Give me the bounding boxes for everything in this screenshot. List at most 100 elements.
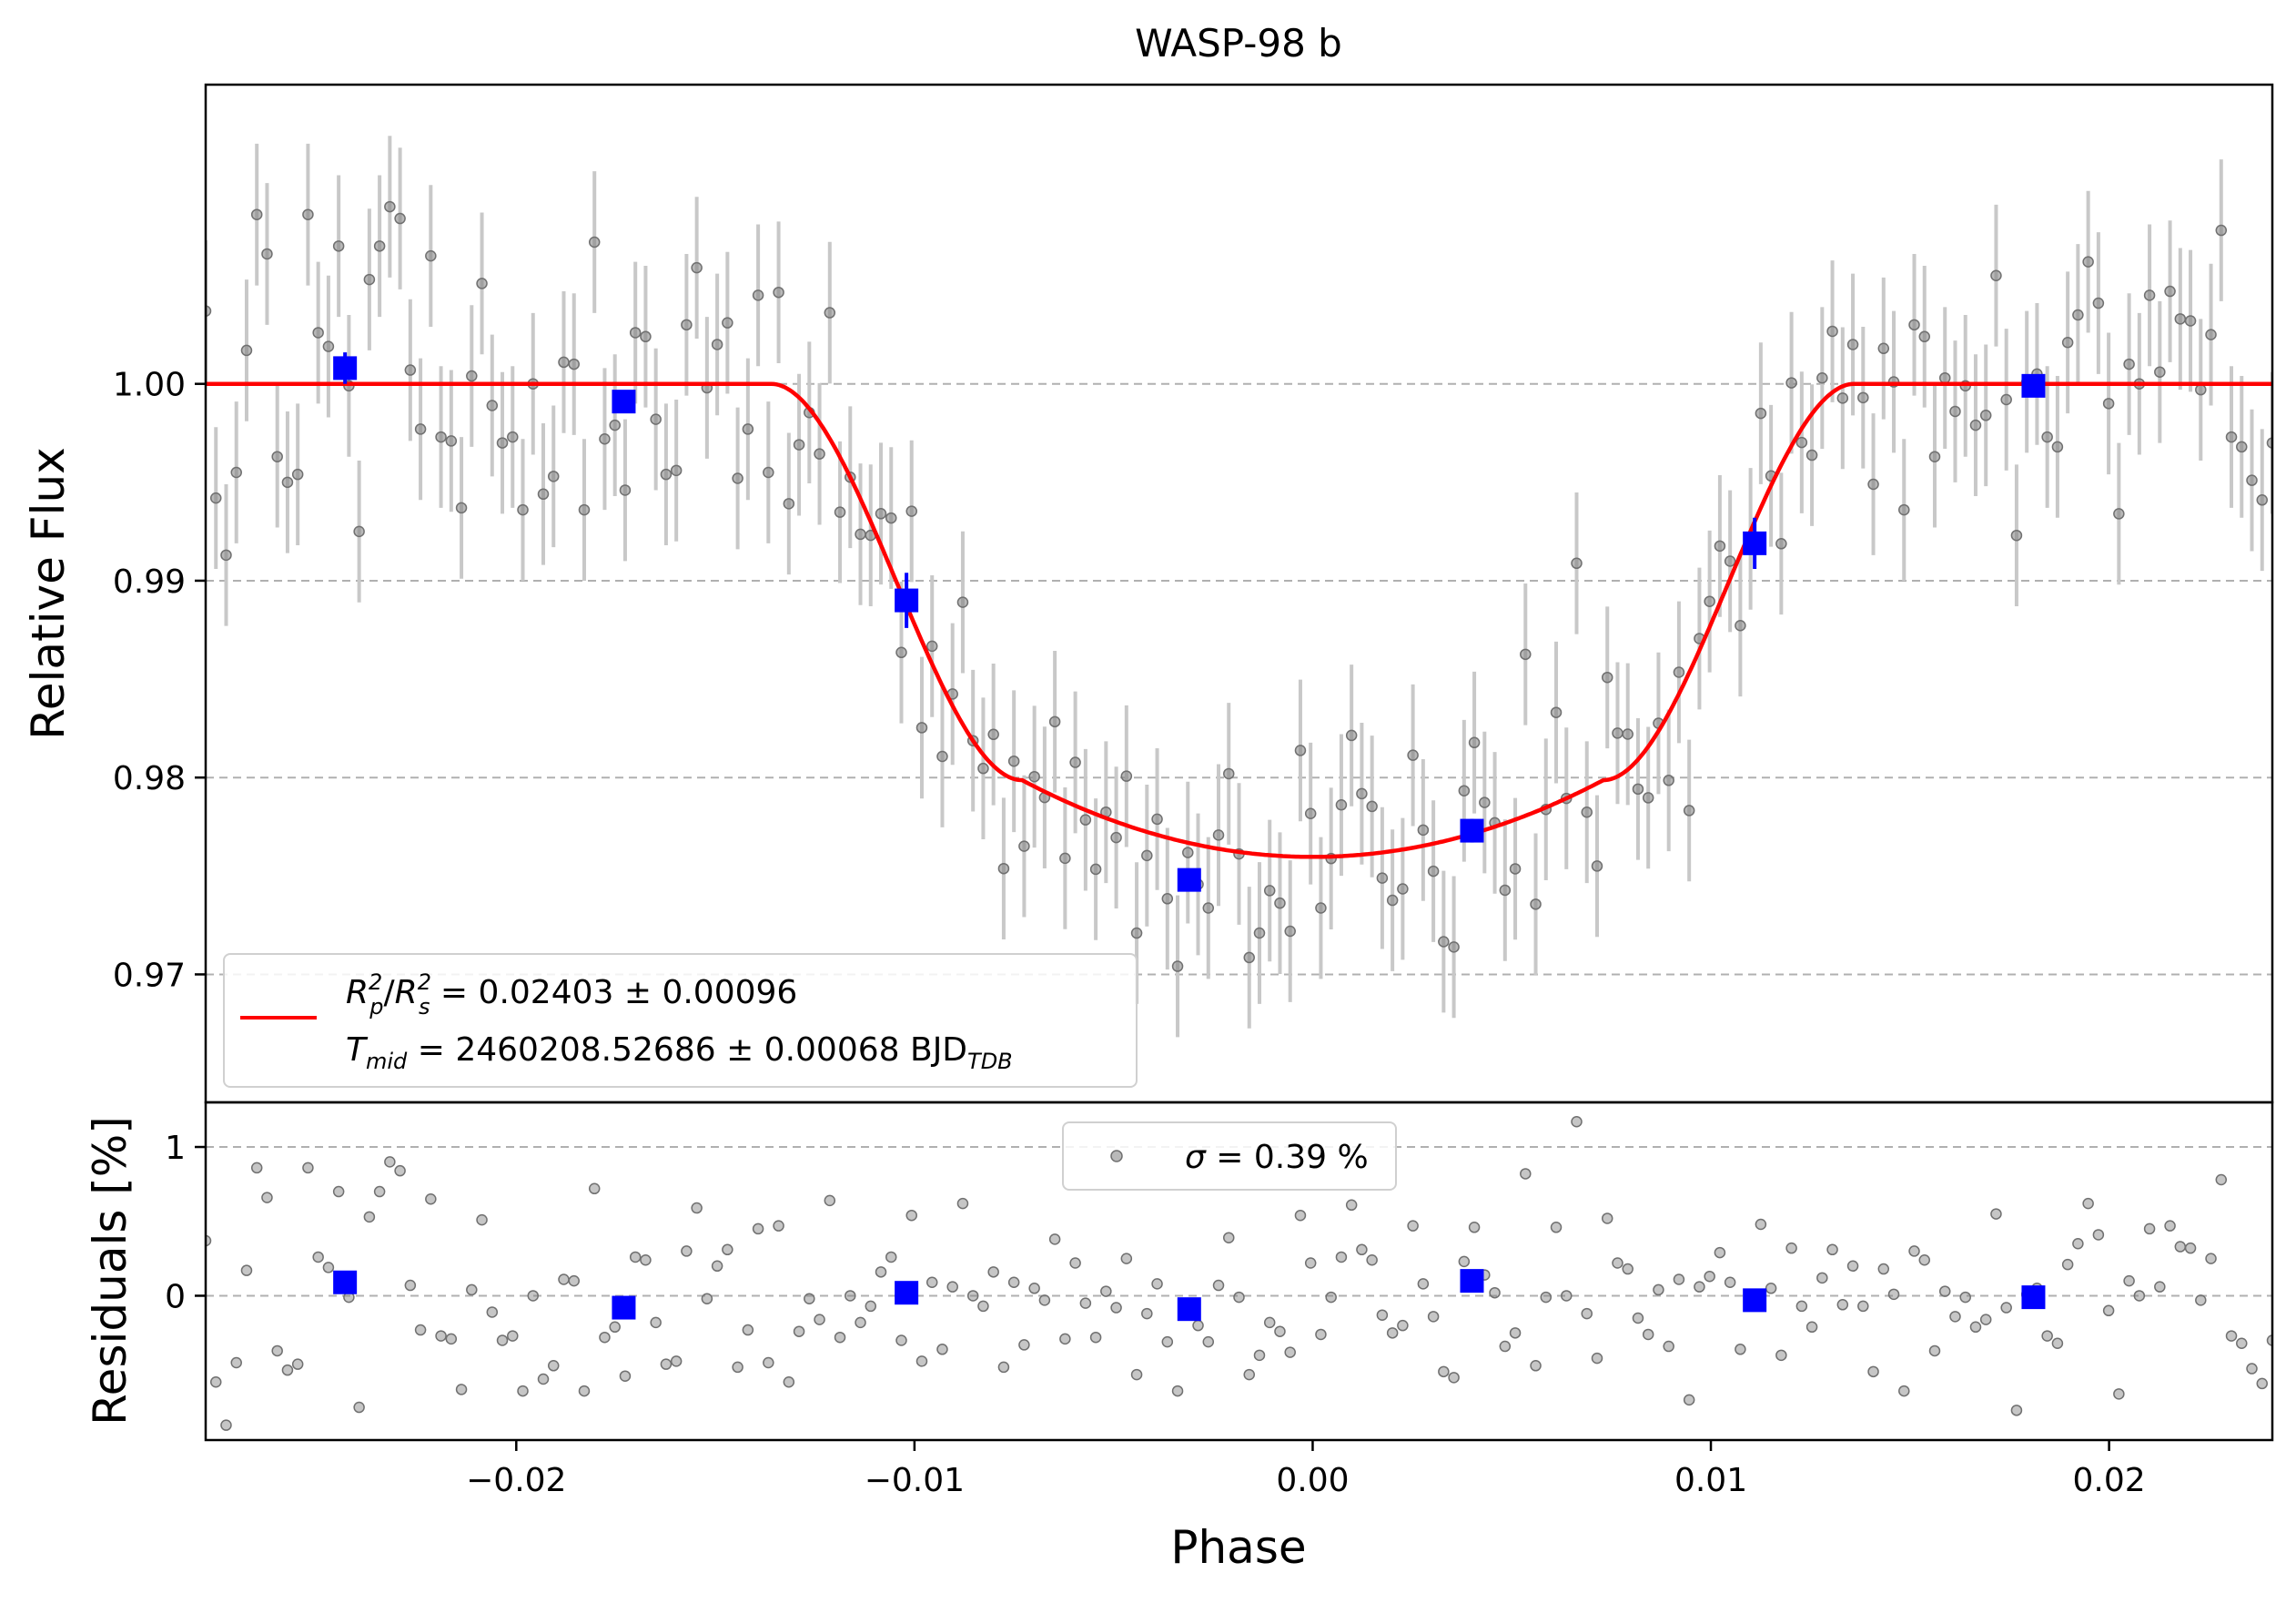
raw-flux-point <box>261 248 273 260</box>
raw-residual-point <box>1335 1251 1348 1263</box>
raw-residual-point <box>1263 1316 1276 1329</box>
raw-residual-point <box>404 1279 417 1292</box>
raw-flux-point <box>1110 831 1122 844</box>
raw-flux-point <box>1805 449 1818 462</box>
raw-flux-point <box>404 364 417 376</box>
raw-flux-point <box>1223 767 1235 780</box>
raw-residual-point <box>977 1300 989 1313</box>
raw-residual-point <box>466 1283 478 1296</box>
raw-flux-point <box>1345 729 1358 742</box>
raw-residual-point <box>414 1324 427 1336</box>
raw-flux-point <box>1315 902 1327 914</box>
raw-flux-point <box>1069 756 1081 768</box>
raw-residual-point <box>527 1290 540 1302</box>
raw-residual-point <box>2154 1281 2166 1293</box>
light-curve-legend: R2 p/R2 s = 0.02403 ± 0.00096 Tmid = 24602… <box>223 953 1138 1088</box>
raw-flux-point <box>1867 478 1879 491</box>
raw-flux-point <box>1438 936 1450 948</box>
raw-flux-point <box>1427 865 1440 878</box>
raw-residual-point <box>2133 1290 2146 1302</box>
raw-residual-point <box>425 1192 437 1205</box>
raw-residual-point <box>915 1355 928 1367</box>
raw-residual-point <box>1438 1365 1450 1378</box>
raw-residual-point <box>1918 1253 1931 1266</box>
raw-residual-point <box>997 1361 1010 1374</box>
raw-residual-point <box>1417 1278 1430 1290</box>
legend-line-rp-rs: R2 p/R2 s = 0.02403 ± 0.00096 <box>346 969 797 1020</box>
raw-flux-point <box>1704 595 1715 607</box>
raw-flux-point <box>1243 951 1255 964</box>
raw-flux-point <box>2256 494 2269 506</box>
raw-flux-point <box>1520 648 1532 661</box>
raw-residual-point <box>1356 1243 1368 1256</box>
raw-residual-point <box>1683 1394 1695 1406</box>
raw-residual-point <box>1294 1209 1307 1222</box>
raw-flux-point <box>1683 805 1695 817</box>
raw-residual-point <box>363 1211 376 1223</box>
raw-flux-point <box>1816 371 1828 384</box>
raw-flux-point <box>1356 787 1368 800</box>
raw-flux-point <box>1724 555 1736 567</box>
raw-residual-point <box>1826 1243 1838 1256</box>
raw-flux-point <box>2051 441 2064 453</box>
raw-flux-point <box>1079 814 1092 826</box>
residuals-y-tick-label: 1 <box>165 1130 186 1167</box>
raw-flux-point <box>1059 852 1071 865</box>
raw-flux-point <box>1294 745 1307 756</box>
transit-model <box>206 381 2272 859</box>
raw-residual-point <box>885 1251 897 1263</box>
raw-residual-point <box>1969 1321 1982 1334</box>
raw-flux-point <box>507 431 519 443</box>
residuals-x-tick-label: −0.02 <box>466 1462 566 1499</box>
raw-flux-point <box>1171 960 1184 972</box>
raw-residual-point <box>845 1290 856 1302</box>
raw-flux-point <box>1263 885 1276 897</box>
raw-residual-point <box>2246 1363 2258 1375</box>
raw-flux-point <box>1151 813 1163 826</box>
raw-residual-point <box>1407 1220 1419 1232</box>
raw-flux-point <box>629 327 642 339</box>
raw-residual-point <box>2143 1223 2156 1235</box>
raw-flux-point <box>476 278 488 289</box>
raw-residual-point <box>824 1194 836 1207</box>
raw-flux-point <box>2195 383 2207 396</box>
raw-flux-point <box>2266 437 2272 449</box>
raw-flux-point <box>763 466 774 479</box>
raw-flux-point <box>2123 358 2135 370</box>
raw-residual-point <box>1038 1294 1051 1306</box>
raw-flux-point <box>1795 436 1808 449</box>
raw-flux-point <box>814 448 825 460</box>
raw-flux-point <box>373 240 386 252</box>
raw-flux-point <box>793 439 805 451</box>
raw-residual-point <box>1110 1302 1122 1314</box>
raw-flux-point <box>1591 860 1603 872</box>
raw-residual-point <box>1694 1281 1705 1293</box>
raw-residual-point <box>1816 1272 1828 1284</box>
raw-residual-point <box>1836 1299 1849 1311</box>
raw-residual-point <box>271 1344 283 1357</box>
raw-flux-point <box>1928 451 1941 462</box>
raw-residual-point <box>722 1243 733 1256</box>
raw-flux-point <box>1130 927 1143 939</box>
raw-residual-point <box>1048 1233 1061 1245</box>
binned-flux-points <box>333 352 2046 892</box>
raw-flux-point <box>885 512 897 524</box>
binned-residual-point <box>612 1295 636 1320</box>
raw-residual-point <box>804 1293 815 1304</box>
raw-flux-point <box>834 506 846 518</box>
raw-residual-point <box>1202 1335 1215 1348</box>
light-curve-y-tick-label: 0.99 <box>113 563 186 601</box>
raw-flux-point <box>1785 377 1797 389</box>
residuals-y-ticks: 01 <box>165 1130 206 1315</box>
raw-flux-point <box>445 435 458 447</box>
residuals-legend-box <box>1062 1121 1397 1191</box>
residuals-x-label: Phase <box>1170 1521 1306 1574</box>
raw-flux-point <box>486 400 499 411</box>
raw-flux-point <box>1990 269 2002 282</box>
raw-flux-point <box>609 419 621 431</box>
raw-flux-point <box>1048 715 1061 728</box>
binned-flux-point <box>1743 531 1767 555</box>
raw-residual-point <box>1775 1349 1787 1362</box>
raw-residual-point <box>588 1182 601 1195</box>
raw-residual-point <box>507 1330 519 1342</box>
